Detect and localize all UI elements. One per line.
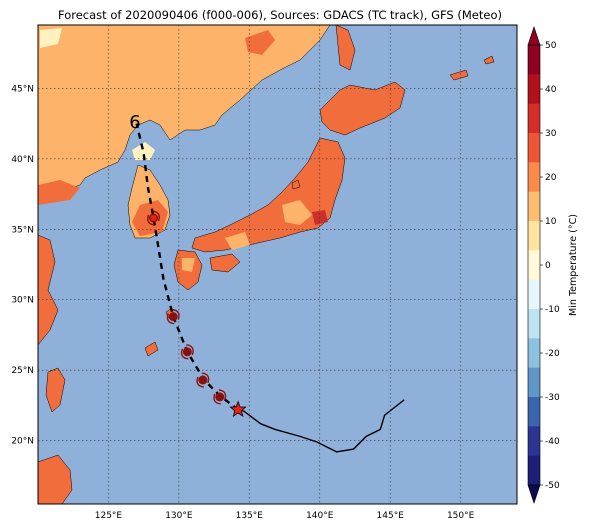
tropical-storm-icon <box>213 389 227 405</box>
colorbar-segment <box>528 250 540 281</box>
asia-mainland <box>38 25 331 193</box>
lon-tick-label: 135°E <box>236 511 264 521</box>
colorbar-segment <box>528 455 540 486</box>
colorbar-segment <box>528 367 540 398</box>
longitude-tick-labels: 125°E 130°E 135°E 140°E 145°E 150°E <box>95 511 475 521</box>
shikoku <box>209 253 241 273</box>
colorbar-min-arrow <box>527 484 541 504</box>
colorbar-tick-label: 30 <box>545 129 557 139</box>
china-coast <box>38 234 59 346</box>
honshu-mild-patch-2 <box>225 232 250 250</box>
colorbar-label: Min Temperature (°C) <box>568 214 579 316</box>
lat-tick-label: 35°N <box>11 225 34 235</box>
forecast-track-line <box>135 123 239 411</box>
colorbar-max-arrow <box>527 26 541 46</box>
map-title: Forecast of 2020090406 (f000-006), Sourc… <box>58 8 502 22</box>
lat-tick-label: 20°N <box>11 437 34 447</box>
colorbar-segment <box>528 162 540 193</box>
colorbar-segment <box>528 191 540 222</box>
lon-tick-label: 145°E <box>377 511 405 521</box>
honshu-mild-patch <box>282 200 312 225</box>
current-position-star-icon <box>229 400 247 418</box>
honshu <box>191 137 346 253</box>
colorbar-segment <box>528 221 540 251</box>
map-frame <box>37 24 518 505</box>
colorbar-tick-label: 20 <box>545 173 557 183</box>
mainland-cold-patch <box>40 28 62 48</box>
tropical-storm-icon <box>166 308 180 325</box>
landfall-dot <box>150 215 157 222</box>
luzon <box>38 454 73 504</box>
colorbar-tick-label: 50 <box>545 41 557 51</box>
colorbar-tick-label: 10 <box>545 217 557 227</box>
colorbar-segment <box>528 309 540 339</box>
land-layer <box>38 25 495 504</box>
colorbar-tick-label: -10 <box>545 305 560 315</box>
mainland-warm-patch-1 <box>245 30 275 55</box>
kuril-islet <box>449 69 469 81</box>
colorbar-tick-label: -20 <box>545 349 560 359</box>
lat-tick-label: 45°N <box>11 84 34 94</box>
colorbar-tick-label: -30 <box>545 393 560 403</box>
lon-tick-label: 150°E <box>447 511 475 521</box>
tropical-storm-icon <box>196 372 210 388</box>
colorbar-tick-label: -40 <box>545 437 560 447</box>
mainland-cold-patch-2 <box>132 142 155 160</box>
latitude-tick-labels: 20°N 25°N 30°N 35°N 40°N 45°N <box>11 84 34 446</box>
lon-tick-label: 130°E <box>165 511 193 521</box>
track-day-label: 6 <box>129 112 140 133</box>
colorbar-segment <box>528 426 540 457</box>
mainland-warm-patch-2 <box>38 180 80 205</box>
colorbar-segment <box>528 133 540 163</box>
colorbar: 50 40 30 20 10 0 -10 -20 -30 -40 -50 Min Temperatur… <box>527 26 579 504</box>
sakhalin <box>335 25 356 71</box>
lon-tick-label: 125°E <box>95 511 123 521</box>
lat-tick-label: 30°N <box>11 296 34 306</box>
tropical-storm-icon <box>180 344 194 360</box>
hokkaido <box>319 81 406 136</box>
taiwan <box>45 367 66 413</box>
lat-tick-label: 25°N <box>11 366 34 376</box>
sado-island <box>291 179 301 190</box>
colorbar-segment <box>528 279 540 310</box>
colorbar-tick-label: 0 <box>545 261 551 271</box>
lat-tick-label: 40°N <box>11 155 34 165</box>
lon-tick-label: 140°E <box>306 511 334 521</box>
storm-symbols <box>147 210 227 405</box>
colorbar-segment <box>528 397 540 427</box>
observed-track-line <box>237 399 405 453</box>
colorbar-segment <box>528 45 540 75</box>
kuril-islet-2 <box>483 55 495 65</box>
kyushu-mild-patch <box>182 258 195 272</box>
colorbar-segment <box>528 74 540 105</box>
colorbar-segment <box>528 338 540 369</box>
okinawa <box>144 341 159 357</box>
colorbar-segment <box>528 103 540 134</box>
colorbar-tick-label: 40 <box>545 85 557 95</box>
colorbar-tick-label: -50 <box>545 481 560 491</box>
tc-track: 6 <box>129 112 405 453</box>
